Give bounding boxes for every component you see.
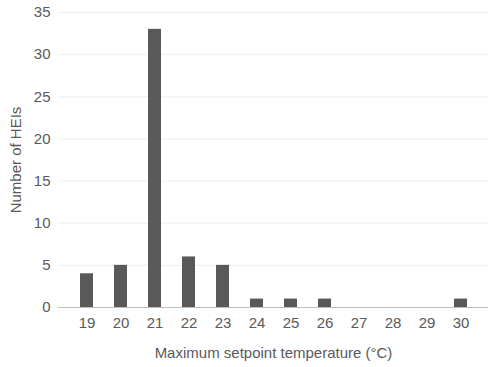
svg-text:22: 22 — [181, 314, 198, 331]
svg-text:25: 25 — [283, 314, 300, 331]
svg-text:15: 15 — [34, 172, 51, 189]
svg-text:20: 20 — [34, 130, 51, 147]
svg-text:30: 30 — [34, 45, 51, 62]
svg-text:Maximum setpoint temperature (: Maximum setpoint temperature (°C) — [155, 344, 393, 361]
svg-text:19: 19 — [79, 314, 96, 331]
svg-text:29: 29 — [419, 314, 436, 331]
svg-text:10: 10 — [34, 214, 51, 231]
svg-text:23: 23 — [215, 314, 232, 331]
svg-text:20: 20 — [113, 314, 130, 331]
svg-text:25: 25 — [34, 88, 51, 105]
svg-text:30: 30 — [453, 314, 470, 331]
svg-text:27: 27 — [351, 314, 368, 331]
svg-text:21: 21 — [147, 314, 164, 331]
svg-text:0: 0 — [42, 298, 50, 315]
svg-text:5: 5 — [42, 256, 50, 273]
svg-text:Number of HEIs: Number of HEIs — [7, 107, 24, 214]
svg-text:24: 24 — [249, 314, 266, 331]
svg-text:35: 35 — [34, 3, 51, 20]
svg-text:26: 26 — [317, 314, 334, 331]
svg-text:28: 28 — [385, 314, 402, 331]
